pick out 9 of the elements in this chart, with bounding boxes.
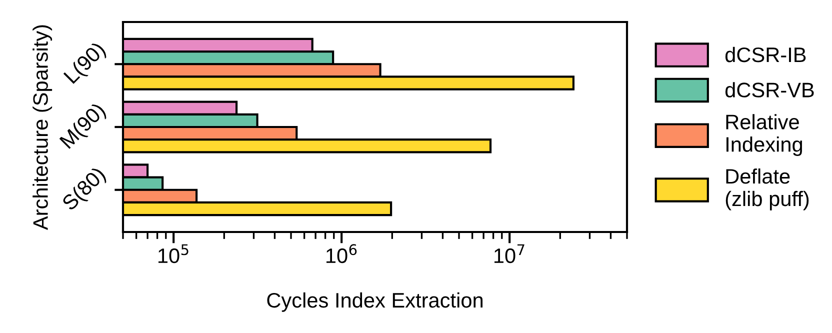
- legend-label: Relative Indexing: [726, 114, 802, 156]
- x-tick-label: 10$^{6}$: [326, 244, 357, 264]
- x-tick-label: 10$^{7}$: [494, 244, 524, 264]
- x-tick-label: 10$^{5}$: [158, 244, 188, 264]
- legend-label: dCSR-IB: [725, 46, 806, 62]
- x-axis-title: Cycles Index Extraction: [267, 292, 482, 312]
- legend-label: dCSR-VB: [725, 82, 814, 98]
- y-axis-title: Architecture (Sparsity): [32, 25, 52, 230]
- legend-label: Deflate (zlib puff): [726, 168, 809, 210]
